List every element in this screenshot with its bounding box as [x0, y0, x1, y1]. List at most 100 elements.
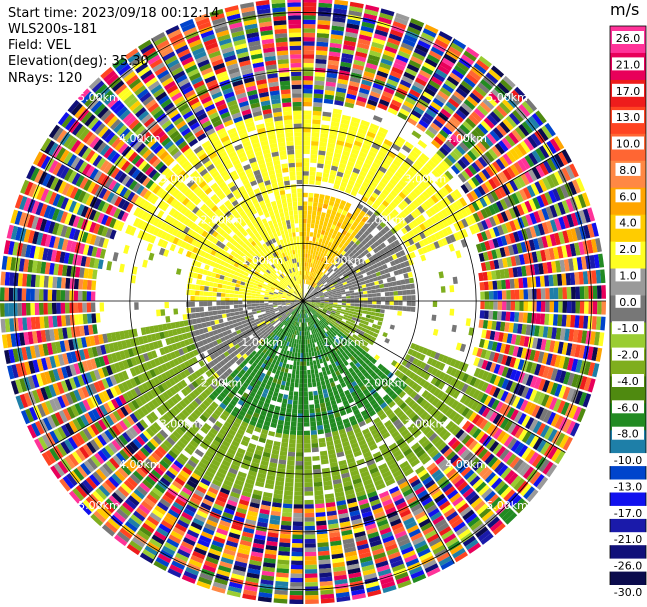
ppi-gate-cell [314, 490, 324, 496]
ppi-gate-cell [359, 266, 365, 272]
ppi-gate-cell [333, 250, 339, 256]
ppi-gate-cell [434, 369, 442, 378]
ppi-gate-cell [320, 402, 326, 408]
ppi-gate-cell [545, 288, 550, 300]
ppi-gate-cell [148, 455, 159, 466]
ppi-gate-cell [286, 322, 291, 328]
ppi-gate-cell [508, 322, 514, 333]
ppi-gate-cell [294, 307, 298, 312]
ppi-gate-cell [558, 434, 570, 449]
ppi-gate-cell [377, 398, 385, 406]
ppi-gate-cell [516, 242, 523, 254]
ppi-gate-cell [342, 366, 348, 372]
ppi-gate-cell [258, 513, 270, 520]
ppi-gate-cell [318, 261, 323, 267]
ppi-gate-cell [241, 421, 249, 428]
ppi-gate-cell [327, 64, 339, 70]
ppi-gate-cell [438, 500, 451, 511]
ppi-gate-cell [270, 422, 277, 429]
ppi-gate-cell [548, 274, 554, 287]
ppi-gate-cell [335, 288, 341, 292]
ppi-gate-cell [364, 236, 371, 243]
ppi-gate-cell [453, 379, 462, 389]
ppi-gate-cell [270, 515, 281, 521]
ppi-gate-cell [538, 263, 544, 275]
ppi-gate-cell [151, 534, 165, 545]
ppi-gate-cell [440, 559, 455, 570]
ppi-gate-cell [501, 354, 508, 366]
ppi-gate-cell [199, 441, 209, 450]
ppi-gate-cell [146, 390, 155, 401]
ppi-gate-cell [329, 196, 336, 202]
ppi-gate-cell [495, 503, 509, 516]
ppi-gate-cell [332, 292, 337, 295]
ppi-gate-cell [428, 185, 437, 194]
ppi-gate-cell [293, 391, 299, 397]
ppi-gate-cell [305, 304, 309, 308]
ppi-gate-cell [372, 332, 379, 338]
ppi-gate-cell [589, 254, 596, 269]
ppi-gate-cell [454, 551, 469, 563]
ppi-gate-cell [382, 90, 394, 99]
ppi-gate-cell [311, 298, 316, 301]
ppi-gate-cell [317, 316, 322, 321]
ppi-gate-cell [531, 251, 538, 263]
ppi-gate-cell [322, 203, 329, 209]
ppi-gate-cell [346, 93, 357, 100]
ppi-gate-cell [484, 240, 491, 251]
ppi-gate-cell [582, 271, 589, 285]
ppi-gate-cell [254, 393, 261, 400]
ppi-gate-cell [196, 485, 207, 494]
ppi-gate-cell [330, 544, 343, 551]
ppi-gate-cell [467, 178, 477, 189]
ppi-gate-cell [178, 453, 189, 463]
ppi-gate-cell [408, 356, 415, 363]
ppi-gate-cell [527, 403, 537, 416]
ppi-gate-cell [324, 365, 330, 371]
ppi-gate-cell [326, 147, 335, 153]
ppi-gate-cell [142, 549, 156, 560]
ppi-gate-cell [176, 519, 190, 529]
ppi-gate-cell [357, 91, 369, 99]
ppi-gate-cell [303, 305, 304, 310]
ppi-gate-cell [276, 428, 283, 434]
ppi-gate-cell [192, 517, 205, 527]
ppi-gate-cell [299, 335, 302, 340]
ppi-gate-cell [279, 333, 284, 339]
ppi-gate-cell [324, 284, 330, 288]
ppi-gate-cell [282, 314, 287, 319]
ppi-gate-cell [336, 264, 342, 269]
ppi-gate-cell [266, 540, 278, 547]
ppi-gate-cell [406, 295, 412, 301]
ppi-gate-cell [401, 464, 412, 473]
ppi-gate-cell [485, 261, 491, 271]
ppi-gate-cell [380, 531, 393, 540]
ppi-gate-cell [422, 559, 437, 570]
ppi-gate-cell [280, 446, 288, 452]
ppi-gate-cell [514, 86, 527, 100]
ppi-gate-cell [322, 172, 330, 179]
ppi-gate-cell [331, 288, 336, 292]
ppi-gate-cell [353, 384, 360, 391]
ppi-gate-cell [382, 264, 388, 270]
ppi-gate-cell [371, 289, 377, 294]
ppi-gate-cell [478, 484, 490, 496]
ppi-gate-cell [71, 434, 82, 448]
ppi-gate-cell [339, 285, 345, 289]
ppi-gate-cell [97, 434, 107, 447]
ppi-gate-cell [283, 340, 288, 346]
ppi-gate-cell [317, 550, 330, 556]
ppi-gate-cell [432, 204, 441, 213]
ppi-gate-cell [516, 266, 523, 277]
ppi-gate-cell [284, 420, 291, 426]
ppi-gate-cell [418, 169, 428, 178]
ppi-gate-cell [185, 430, 195, 439]
ppi-gate-cell [431, 169, 441, 179]
ppi-gate-cell [300, 348, 303, 353]
ppi-gate-cell [309, 412, 316, 418]
ppi-gate-cell [477, 369, 485, 379]
ppi-gate-cell [264, 333, 270, 338]
ppi-gate-cell [312, 119, 321, 125]
ppi-gate-cell [341, 298, 347, 301]
ppi-gate-cell [336, 344, 342, 350]
